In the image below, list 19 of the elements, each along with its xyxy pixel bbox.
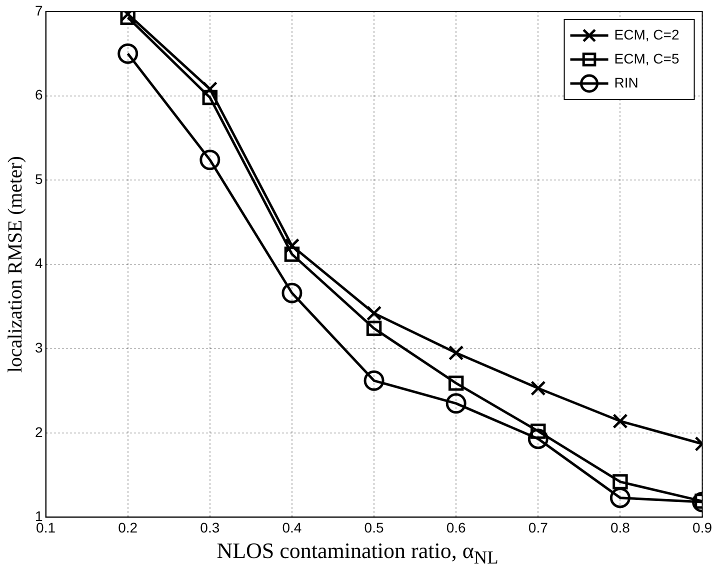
x-axis-title: NLOS contamination ratio, α$_{NL}$	[216, 538, 500, 568]
x-tick-label: 0.3	[200, 519, 220, 536]
x-tick-label: 0.8	[610, 519, 630, 536]
y-axis-title: localization RMSE (meter)	[4, 156, 26, 373]
x-tick-label: 0.9	[692, 519, 712, 536]
legend-label: ECM, C=2	[614, 26, 680, 42]
x-tick-label: 0.6	[446, 519, 466, 536]
y-tick-label: 2	[34, 424, 43, 440]
x-tick-label: 0.2	[118, 519, 138, 536]
legend-label: ECM, C=5	[614, 50, 680, 66]
x-tick-label: 0.7	[528, 519, 548, 536]
y-tick-label: 3	[34, 339, 43, 356]
y-tick-label: 5	[34, 170, 43, 187]
y-tick-label: 4	[34, 255, 43, 272]
x-tick-label: 0.5	[364, 519, 384, 536]
x-tick-label: 0.4	[282, 519, 302, 536]
y-tick-label: 7	[34, 2, 43, 18]
y-tick-label: 6	[34, 86, 43, 103]
legend-label: RIN	[614, 74, 638, 90]
